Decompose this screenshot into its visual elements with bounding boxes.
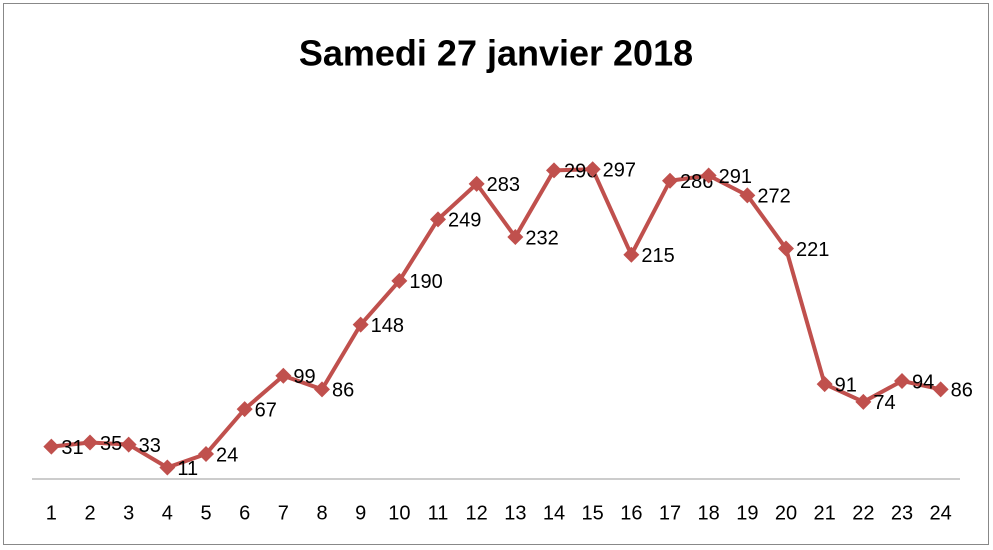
x-tick-label: 19 xyxy=(736,502,758,524)
x-tick-label: 24 xyxy=(930,502,952,524)
x-tick-label: 4 xyxy=(162,502,173,524)
marker xyxy=(314,381,330,398)
data-label: 190 xyxy=(409,271,442,293)
data-label: 94 xyxy=(912,371,934,393)
data-label: 74 xyxy=(873,392,895,414)
x-tick-label: 1 xyxy=(46,502,57,524)
data-label: 148 xyxy=(371,315,404,337)
x-tick-label: 11 xyxy=(428,502,449,524)
marker xyxy=(43,438,60,455)
marker xyxy=(275,367,292,384)
x-tick-label: 18 xyxy=(698,502,720,524)
x-tick-label: 14 xyxy=(543,502,565,524)
data-label: 272 xyxy=(757,186,790,208)
x-tick-label: 12 xyxy=(466,502,488,524)
x-tick-label: 2 xyxy=(84,502,95,524)
marker xyxy=(932,381,949,398)
series-line xyxy=(51,167,942,470)
marker xyxy=(546,162,562,179)
x-tick-label: 5 xyxy=(200,502,211,524)
marker xyxy=(236,401,253,418)
marker xyxy=(778,240,794,257)
chart-border xyxy=(3,3,989,545)
marker xyxy=(584,161,601,178)
data-label: 283 xyxy=(487,174,520,196)
marker xyxy=(739,187,756,204)
x-tick-label: 15 xyxy=(582,502,604,524)
data-label: 35 xyxy=(100,433,122,455)
x-tick-label: 3 xyxy=(123,502,134,524)
data-label: 91 xyxy=(835,374,857,396)
marker xyxy=(391,272,408,289)
marker xyxy=(623,246,640,263)
marker xyxy=(700,167,717,184)
marker xyxy=(468,175,485,192)
x-tick-label: 23 xyxy=(891,502,913,524)
data-label: 215 xyxy=(641,245,674,267)
x-tick-label: 16 xyxy=(620,502,642,524)
x-tick-label: 20 xyxy=(775,502,797,524)
x-tick-label: 21 xyxy=(814,502,836,524)
marker xyxy=(198,445,214,462)
data-label: 297 xyxy=(603,160,636,182)
data-label: 24 xyxy=(216,444,238,466)
x-tick-label: 17 xyxy=(659,502,681,524)
x-tick-label: 22 xyxy=(852,502,874,524)
data-label: 291 xyxy=(719,166,752,188)
data-label: 67 xyxy=(255,399,277,421)
marker xyxy=(855,393,872,410)
marker xyxy=(82,434,98,451)
marker xyxy=(120,436,137,453)
x-tick-label: 8 xyxy=(316,502,327,524)
x-tick-label: 13 xyxy=(504,502,526,524)
marker xyxy=(816,376,833,393)
data-label: 33 xyxy=(139,435,161,457)
marker xyxy=(894,372,910,389)
data-label: 221 xyxy=(796,239,829,261)
marker xyxy=(159,459,176,476)
marker xyxy=(662,172,678,189)
marker xyxy=(352,316,369,333)
data-label: 99 xyxy=(293,366,315,388)
x-tick-label: 7 xyxy=(278,502,289,524)
data-label: 86 xyxy=(332,380,354,402)
data-label: 31 xyxy=(61,437,83,459)
marker xyxy=(507,229,524,246)
data-label: 232 xyxy=(525,227,558,249)
marker xyxy=(430,211,446,228)
x-tick-label: 6 xyxy=(239,502,250,524)
x-tick-label: 10 xyxy=(388,502,410,524)
x-tick-label: 9 xyxy=(355,502,366,524)
chart-title: Samedi 27 janvier 2018 xyxy=(299,33,693,74)
data-label: 249 xyxy=(448,210,481,232)
data-label: 11 xyxy=(177,458,198,480)
data-label: 86 xyxy=(951,380,973,402)
